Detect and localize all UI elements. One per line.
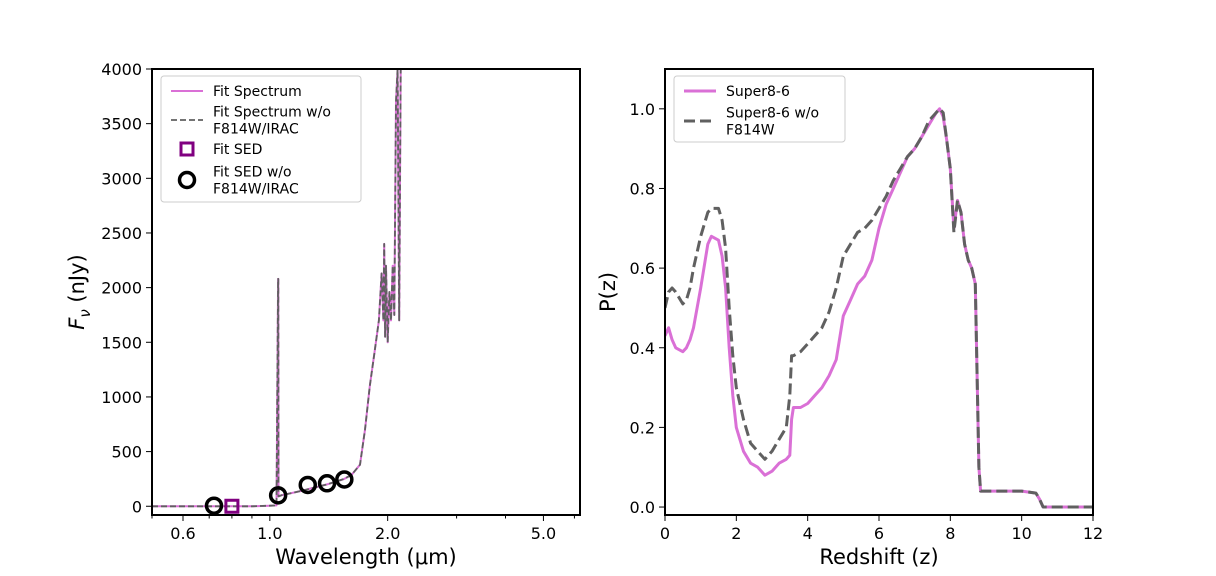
x-tick-label: 8 [945, 524, 955, 543]
sed-circle-point [268, 486, 288, 505]
plot-area [152, 69, 402, 508]
legend-label: Fit SED w/o [213, 165, 292, 181]
y-tick-label: 1500 [101, 333, 142, 352]
y-tick-label: 0.8 [630, 179, 655, 198]
x-tick-label: 6 [874, 524, 884, 543]
legend-label: F814W/IRAC [213, 182, 299, 198]
x-tick-label: 4 [803, 524, 813, 543]
legend-label: F814W [726, 123, 775, 139]
legend-label: Super8-6 w/o [726, 106, 819, 122]
right-chart-redshift: 0 2 4 6 8 10 12 0.0 0.2 0.4 0.6 0.8 1.0 Redshift (z) P… [596, 68, 1103, 569]
y-tick-label: 1.0 [630, 100, 655, 119]
legend-handle-circle [177, 170, 197, 190]
y-tick-label: 3000 [101, 169, 142, 188]
sed-circle-point [317, 474, 337, 493]
x-tick-label: 12 [1083, 524, 1103, 543]
y-axis-label: Fν (nJy) [65, 254, 94, 329]
y-tick-label: 0.6 [630, 259, 655, 278]
y-tick-label: 2000 [101, 279, 142, 298]
sed-square-point [224, 498, 240, 514]
y-tick-label: 2500 [101, 224, 142, 243]
left-chart-spectrum: 0.6 1.0 2.0 5.0 0 500 1000 1500 2000 2500 3000 3500… [65, 60, 581, 569]
legend-handle-square [179, 141, 195, 157]
x-tick-label: 5.0 [531, 524, 556, 543]
y-axis-label-main: F [65, 317, 89, 330]
y-axis-label: P(z) [596, 272, 620, 312]
y-tick-label: 4000 [101, 60, 142, 79]
y-axis-label-unit: (nJy) [65, 254, 89, 309]
x-tick-label: 0 [660, 524, 670, 543]
sed-circle-point [298, 475, 318, 495]
x-axis-label: Redshift (z) [819, 545, 938, 569]
x-tick-label: 1.0 [257, 524, 282, 543]
y-axis-label-sub: ν [76, 309, 94, 317]
legend-box [160, 75, 362, 203]
y-tick-label: 3500 [101, 115, 142, 134]
y-tick-label: 0.2 [630, 418, 655, 437]
plot-area [665, 107, 1093, 509]
series-line-without-f814w [665, 107, 1093, 509]
axes-frame [151, 68, 581, 516]
y-tick-label: 500 [111, 443, 142, 462]
series-line-fit [665, 107, 1093, 509]
axes-frame [664, 68, 1094, 516]
legend-label: Super8-6 [726, 84, 790, 100]
sed-circle-point [335, 470, 354, 489]
legend-label: Fit Spectrum w/o [213, 105, 331, 121]
y-tick-label: 0 [132, 497, 142, 516]
legend-label: F814W/IRAC [213, 122, 299, 138]
series-line-without-f814w [152, 69, 402, 508]
x-axis-label: Wavelength (μm) [275, 545, 456, 569]
y-tick-label: 0.0 [630, 498, 655, 517]
legend-label: Fit SED [213, 142, 262, 158]
x-tick-label: 2 [731, 524, 741, 543]
x-tick-label: 10 [1011, 524, 1031, 543]
x-tick-label: 0.6 [170, 524, 195, 543]
x-tick-label: 2.0 [375, 524, 400, 543]
y-tick-label: 1000 [101, 388, 142, 407]
sed-circle-point [204, 496, 224, 515]
legend-label: Fit Spectrum [213, 84, 302, 100]
legend-box [673, 75, 846, 143]
y-tick-label: 0.4 [630, 339, 655, 358]
